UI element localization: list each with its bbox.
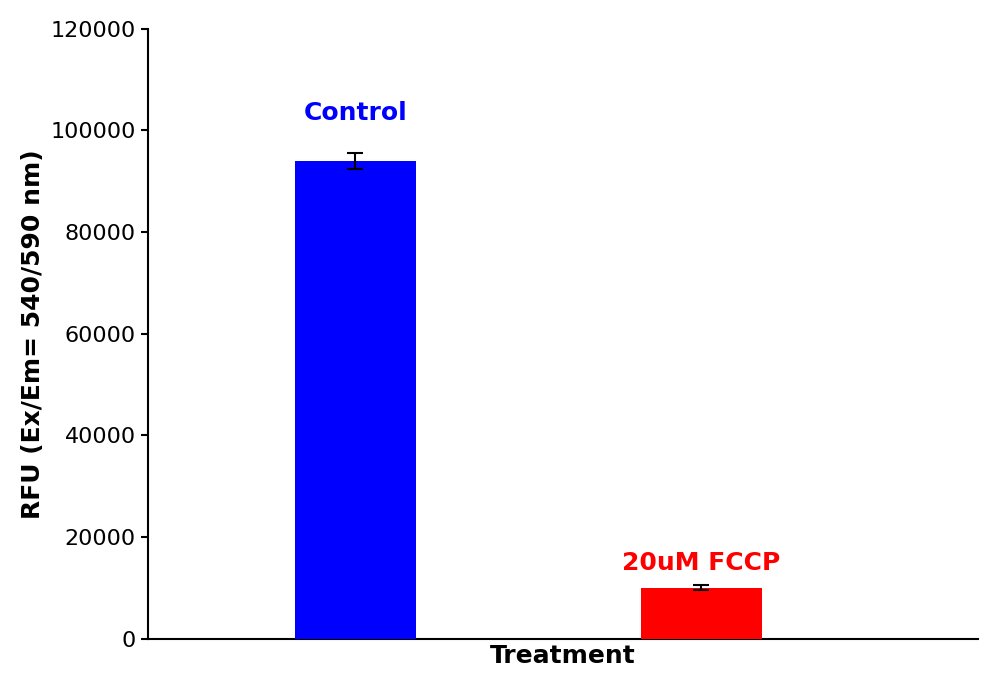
Y-axis label: RFU (Ex/Em= 540/590 nm): RFU (Ex/Em= 540/590 nm) [21,149,45,519]
Bar [295,161,416,639]
X-axis label: Treatment: Treatment [490,644,635,668]
Text: 20uM FCCP: 20uM FCCP [622,551,780,575]
Text: Control: Control [304,101,408,125]
Bar [640,588,762,639]
